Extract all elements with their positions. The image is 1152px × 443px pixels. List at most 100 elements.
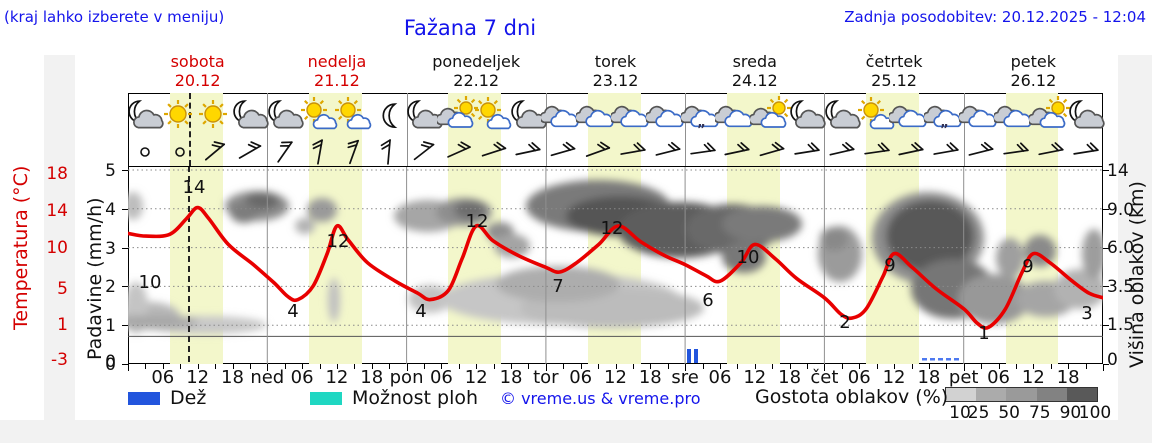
- now-line: [189, 93, 191, 166]
- time-tick: [528, 364, 530, 369]
- density-gradient-segment: [975, 387, 1007, 402]
- time-tick: [267, 364, 269, 371]
- rain-legend-swatch: [128, 392, 160, 405]
- wind-barb-icon: [966, 138, 996, 166]
- time-tick: [998, 364, 1000, 369]
- svg-text:”: ”: [697, 123, 706, 136]
- day-date: 25.12: [871, 71, 917, 90]
- wind-barb-icon: [305, 138, 335, 166]
- precip-zero-label: 0: [105, 352, 116, 372]
- time-tick: [389, 364, 391, 369]
- day-name: sreda: [732, 52, 777, 71]
- time-label: 12: [743, 367, 767, 388]
- time-tick: [632, 364, 634, 369]
- time-tick: [911, 364, 913, 369]
- time-tick: [789, 364, 791, 369]
- time-tick: [493, 364, 495, 369]
- wind-barb-icon: [270, 138, 300, 166]
- density-tick-label: 90: [1059, 403, 1082, 423]
- time-tick: [180, 364, 182, 369]
- wind-barb-icon: [479, 138, 509, 166]
- day-abbr-label: tor: [533, 367, 559, 388]
- density-gradient-segment: [1006, 387, 1038, 402]
- cloud-tick-label: 3.5: [1107, 277, 1135, 297]
- precip-tick: [122, 364, 128, 365]
- wind-barb-icon: [339, 138, 369, 166]
- day-name: torek: [594, 52, 637, 71]
- weather-icon-sun-cloud: [332, 96, 376, 136]
- weather-icon-moon-cloud: [820, 96, 864, 136]
- temp-tick-label: 14: [46, 201, 68, 221]
- day-separator-line: [545, 93, 547, 166]
- time-label: 12: [604, 367, 627, 388]
- temp-tick-label: 18: [46, 164, 68, 184]
- density-gradient-segment: [1067, 387, 1099, 402]
- weather-icon-sun-cloud: [298, 96, 342, 136]
- time-tick: [685, 364, 687, 371]
- time-tick: [406, 364, 408, 371]
- wind-barb-icon: [618, 138, 648, 166]
- time-tick: [545, 364, 547, 371]
- day-separator-line: [685, 93, 687, 166]
- time-tick: [232, 364, 234, 369]
- page-title: Fažana 7 dni: [403, 16, 537, 40]
- cloud-tick-label: 1.5: [1107, 315, 1135, 335]
- temp-tick-label: 1: [57, 315, 68, 335]
- temp-tick-label: 5: [57, 279, 68, 299]
- cloud-height-axis-title: Višina oblakov (km): [1126, 181, 1148, 368]
- precip-tick-label: 2: [105, 277, 116, 298]
- wind-barb-icon: [1001, 138, 1031, 166]
- day-date: 21.12: [314, 71, 360, 90]
- time-tick: [319, 364, 321, 369]
- wind-barb-icon: [200, 138, 230, 166]
- wind-barb-icon: [409, 138, 439, 166]
- weather-icon-moon-cloud: [123, 96, 167, 136]
- time-tick: [424, 364, 425, 369]
- weather-icon-moon-cloud: [402, 96, 446, 136]
- time-label: 18: [638, 367, 662, 388]
- calm-wind-icon: [130, 138, 160, 166]
- copyright-link[interactable]: © vreme.us & vreme.pro: [500, 389, 701, 408]
- time-tick: [963, 364, 965, 371]
- time-label: 06: [290, 367, 314, 388]
- time-tick: [336, 364, 338, 369]
- day-abbr-label: pon: [389, 367, 424, 388]
- time-tick: [702, 364, 704, 369]
- plot-top-border: [128, 166, 1103, 167]
- day-abbr-label: pet: [948, 367, 979, 388]
- day-date: 24.12: [731, 71, 778, 90]
- bg-strip-right: [1118, 55, 1152, 420]
- time-tick: [476, 364, 478, 369]
- wind-barb-icon: [548, 138, 578, 166]
- time-label: 12: [1021, 367, 1045, 388]
- time-label: 06: [708, 367, 732, 388]
- time-label: 06: [429, 367, 453, 388]
- time-label: 06: [847, 367, 871, 388]
- weather-icon-moon-cloud: [785, 96, 829, 136]
- time-tick: [458, 364, 460, 369]
- weather-icon-cloud-drizzle: ”: [678, 96, 725, 138]
- time-tick: [580, 364, 582, 369]
- day-name: nedelja: [307, 52, 367, 71]
- time-tick: [284, 364, 286, 369]
- cloud-tick: [1103, 208, 1109, 210]
- day-date: 23.12: [592, 71, 639, 90]
- day-separator-line: [963, 93, 965, 166]
- precip-tick-label: 4: [105, 199, 116, 220]
- day-separator-line: [406, 93, 408, 166]
- time-tick: [1015, 364, 1017, 369]
- density-tick-label: 50: [998, 403, 1020, 423]
- time-label: 18: [499, 367, 523, 388]
- weather-icon-cloud-sun: [748, 96, 794, 136]
- showers-legend-swatch: [310, 392, 342, 405]
- time-tick: [128, 364, 129, 371]
- weather-icon-moon: [367, 96, 411, 136]
- bg-strip-left: [44, 55, 75, 420]
- time-tick: [667, 364, 669, 369]
- rain-legend-label: Dež: [170, 387, 207, 409]
- time-label: 18: [778, 367, 802, 388]
- time-tick: [737, 364, 739, 369]
- temp-tick-label: 10: [46, 238, 68, 258]
- day-name: četrtek: [865, 52, 923, 71]
